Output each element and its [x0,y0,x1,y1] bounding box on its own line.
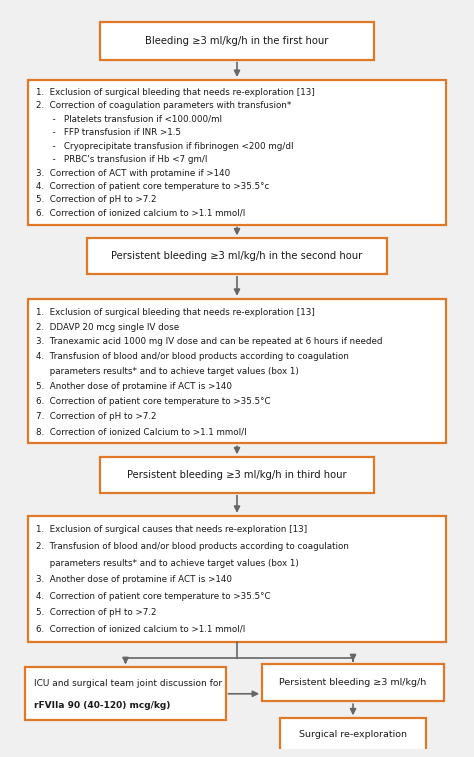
FancyBboxPatch shape [87,238,387,274]
Text: ICU and surgical team joint discussion for: ICU and surgical team joint discussion f… [34,679,222,688]
Text: 6.  Correction of ionized calcium to >1.1 mmol/l: 6. Correction of ionized calcium to >1.1… [36,625,245,634]
Text: 4.  Correction of patient core temperature to >35.5°c: 4. Correction of patient core temperatur… [36,182,269,191]
Text: 6.  Correction of ionized calcium to >1.1 mmol/l: 6. Correction of ionized calcium to >1.1… [36,209,245,218]
Text: Persistent bleeding ≥3 ml/kg/h in the second hour: Persistent bleeding ≥3 ml/kg/h in the se… [111,251,363,261]
Text: 4.  Transfusion of blood and/or blood products according to coagulation: 4. Transfusion of blood and/or blood pro… [36,353,349,361]
Text: 2.  DDAVP 20 mcg single IV dose: 2. DDAVP 20 mcg single IV dose [36,322,179,332]
Text: parameters results* and to achieve target values (box 1): parameters results* and to achieve targe… [36,559,299,568]
Text: -   FFP transfusion if INR >1.5: - FFP transfusion if INR >1.5 [36,129,181,137]
Text: 6.  Correction of patient core temperature to >35.5°C: 6. Correction of patient core temperatur… [36,397,271,407]
Text: 3.  Tranexamic acid 1000 mg IV dose and can be repeated at 6 hours if needed: 3. Tranexamic acid 1000 mg IV dose and c… [36,338,383,347]
Text: -   Platelets transfusion if <100.000/ml: - Platelets transfusion if <100.000/ml [36,115,222,124]
Text: -   Cryoprecipitate transfusion if fibrinogen <200 mg/dl: - Cryoprecipitate transfusion if fibrino… [36,142,293,151]
FancyBboxPatch shape [27,299,447,444]
Text: 8.  Correction of ionized Calcium to >1.1 mmol/l: 8. Correction of ionized Calcium to >1.1… [36,427,246,436]
Text: Persistent bleeding ≥3 ml/kg/h in third hour: Persistent bleeding ≥3 ml/kg/h in third … [127,470,347,480]
Text: 2.  Correction of coagulation parameters with transfusion*: 2. Correction of coagulation parameters … [36,101,291,111]
FancyBboxPatch shape [26,667,226,721]
Text: 1.  Exclusion of surgical bleeding that needs re-exploration [13]: 1. Exclusion of surgical bleeding that n… [36,307,315,316]
Text: 1.  Exclusion of surgical bleeding that needs re-exploration [13]: 1. Exclusion of surgical bleeding that n… [36,88,315,97]
Text: 5.  Correction of pH to >7.2: 5. Correction of pH to >7.2 [36,608,156,617]
Text: 7.  Correction of pH to >7.2: 7. Correction of pH to >7.2 [36,412,156,421]
Text: -   PRBC's transfusion if Hb <7 gm/l: - PRBC's transfusion if Hb <7 gm/l [36,155,207,164]
Text: Surgical re-exploration: Surgical re-exploration [299,730,407,739]
Text: 5.  Correction of pH to >7.2: 5. Correction of pH to >7.2 [36,195,156,204]
Text: rFVIIa 90 (40-120) mcg/kg): rFVIIa 90 (40-120) mcg/kg) [34,701,170,710]
Text: Persistent bleeding ≥3 ml/kg/h: Persistent bleeding ≥3 ml/kg/h [279,678,427,687]
Text: parameters results* and to achieve target values (box 1): parameters results* and to achieve targe… [36,367,299,376]
Text: 5.  Another dose of protamine if ACT is >140: 5. Another dose of protamine if ACT is >… [36,382,232,391]
Text: 2.  Transfusion of blood and/or blood products according to coagulation: 2. Transfusion of blood and/or blood pro… [36,542,349,551]
FancyBboxPatch shape [262,664,444,701]
Text: 3.  Correction of ACT with protamine if >140: 3. Correction of ACT with protamine if >… [36,169,230,178]
FancyBboxPatch shape [100,457,374,493]
FancyBboxPatch shape [27,516,447,642]
Text: 3.  Another dose of protamine if ACT is >140: 3. Another dose of protamine if ACT is >… [36,575,232,584]
FancyBboxPatch shape [27,80,447,225]
Text: 4.  Correction of patient core temperature to >35.5°C: 4. Correction of patient core temperatur… [36,591,271,600]
Text: Bleeding ≥3 ml/kg/h in the first hour: Bleeding ≥3 ml/kg/h in the first hour [146,36,328,46]
FancyBboxPatch shape [100,23,374,60]
FancyBboxPatch shape [280,718,426,751]
Text: 1.  Exclusion of surgical causes that needs re-exploration [13]: 1. Exclusion of surgical causes that nee… [36,525,307,534]
